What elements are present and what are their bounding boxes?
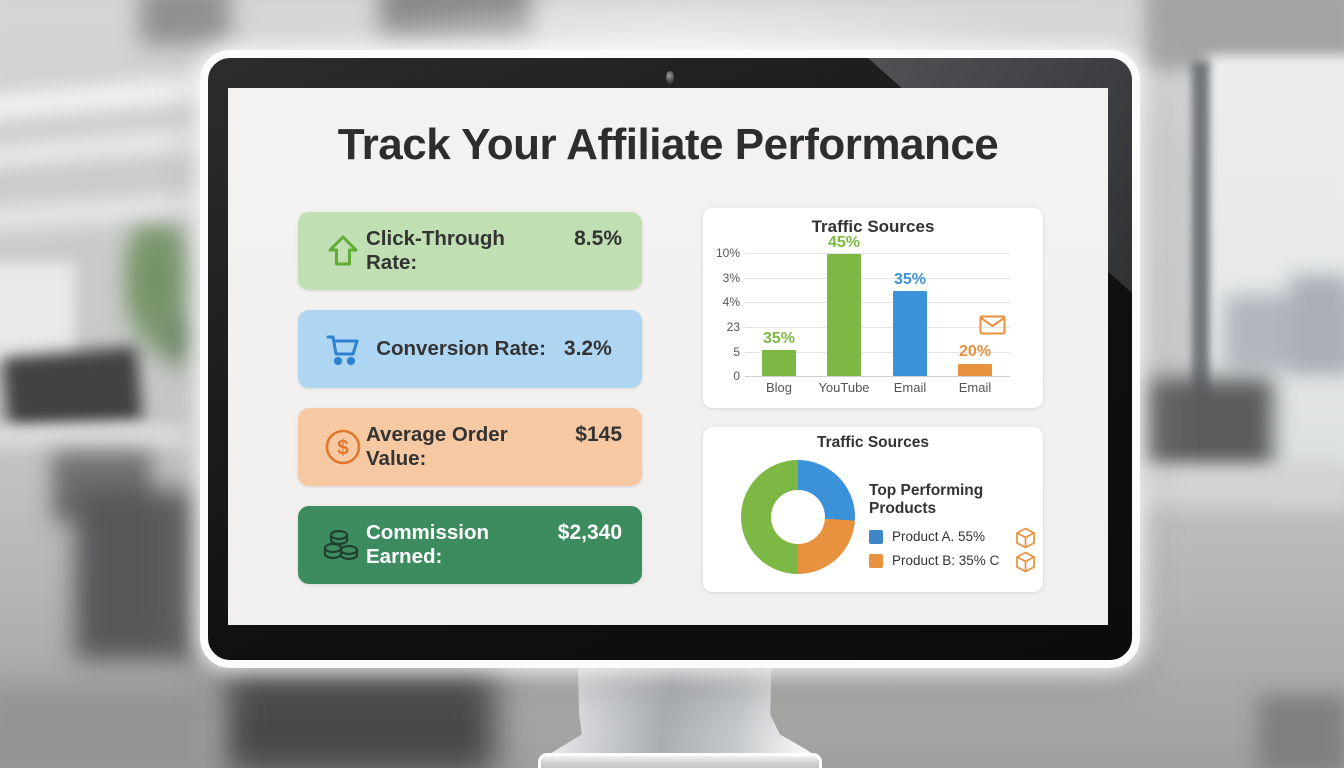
y-tick-label: 0 (733, 369, 740, 383)
city-skyline (1290, 275, 1344, 370)
monitor-stand-neck (545, 662, 818, 757)
page-title: Track Your Affiliate Performance (337, 120, 999, 169)
legend-title: Top Performing Products (869, 482, 984, 517)
desk-leg (1258, 695, 1344, 768)
metric-card-average-order-value: $ Average Order Value: $145 (298, 408, 642, 486)
traffic-sources-bar-chart-card: Traffic Sources 10% 3% 4% 23 5 0 35% 45 (703, 208, 1043, 408)
gridline (745, 352, 1010, 353)
ceiling-beam (140, 0, 230, 45)
legend-swatch (869, 553, 883, 568)
metric-card-commission-earned: Commission Earned: $2,340 (298, 506, 642, 584)
bar-blog (762, 350, 796, 376)
envelope-icon (979, 315, 1006, 340)
arrow-up-icon (320, 228, 366, 274)
gridline (745, 302, 1010, 303)
donut-hole (771, 490, 825, 544)
metric-label: Conversion Rate: (376, 337, 546, 360)
x-axis-line (745, 376, 1010, 377)
laptop-silhouette (1, 346, 144, 433)
coins-icon (320, 522, 366, 568)
y-tick-label: 10% (715, 246, 740, 260)
traffic-sources-donut-chart-card: Traffic Sources Top Performing Products … (703, 427, 1043, 592)
donut-ring (741, 460, 855, 574)
x-category-label: Email (893, 380, 927, 395)
metric-value: 8.5% (574, 227, 622, 250)
gridline (745, 327, 1010, 328)
y-tick-label: 23 (726, 320, 740, 334)
office-window (1208, 55, 1344, 480)
bar-value-label: 45% (827, 234, 861, 251)
metric-value: $2,340 (557, 521, 622, 544)
bar-value-label: 35% (893, 271, 927, 288)
monitor-stand-base (538, 753, 822, 768)
cube-icon (1015, 527, 1036, 554)
legend-label: Product A. 55% (892, 529, 986, 544)
office-plant (150, 300, 205, 380)
donut-legend: Top Performing Products Product A. 55% P… (869, 482, 1035, 577)
office-chair (1138, 378, 1273, 493)
bar-chart-title: Traffic Sources (811, 217, 935, 236)
x-category-label: Email (958, 380, 992, 395)
webcam-icon (666, 71, 674, 84)
legend-swatch (869, 529, 883, 544)
legend-item-product-a: Product A. 55% (869, 527, 1035, 549)
metric-label: Click-Through Rate: (366, 227, 505, 274)
office-chair (75, 490, 205, 660)
metric-label: Commission Earned: (366, 521, 490, 568)
donut-chart-title: Traffic Sources (817, 434, 929, 451)
svg-text:$: $ (337, 437, 349, 460)
office-chair (52, 452, 152, 522)
metric-value: $145 (575, 423, 622, 446)
x-category-label: Blog (765, 380, 793, 395)
gridline (745, 253, 1010, 254)
office-plant (118, 225, 198, 360)
legend-label: Product B: 35% C (892, 553, 1000, 568)
legend-item-product-b: Product B: 35% C (869, 551, 1035, 573)
desk (0, 424, 190, 448)
dollar-circle-icon: $ (320, 424, 366, 470)
x-category-label: YouTube (818, 380, 870, 395)
ceiling (1145, 0, 1344, 70)
ceiling-beam (380, 0, 530, 45)
whiteboard (0, 262, 75, 362)
bar-email (893, 291, 927, 376)
gridline (745, 278, 1010, 279)
dashboard-screen: Track Your Affiliate Performance Click-T… (228, 88, 1108, 625)
bar-value-label: 35% (762, 330, 796, 347)
bar-plot-area: 10% 3% 4% 23 5 0 35% 45% 35% 20% (716, 234, 1010, 383)
metric-label: Average Order Value: (366, 423, 508, 470)
metric-card-conversion-rate: Conversion Rate: 3.2% (298, 310, 642, 388)
bar-value-label: 20% (958, 343, 992, 360)
desk (1135, 462, 1344, 510)
shopping-cart-icon (320, 326, 366, 372)
cube-icon (1015, 551, 1036, 578)
floor (0, 685, 210, 768)
bar-email-2 (958, 363, 992, 376)
y-tick-label: 5 (733, 345, 740, 359)
window-frame (1192, 62, 1209, 477)
y-tick-label: 4% (722, 295, 740, 309)
metric-card-click-through-rate: Click-Through Rate: 8.5% (298, 212, 642, 290)
y-tick-label: 3% (722, 271, 740, 285)
bar-youtube (827, 254, 861, 376)
metric-value: 3.2% (563, 337, 612, 360)
city-skyline (1225, 295, 1344, 370)
